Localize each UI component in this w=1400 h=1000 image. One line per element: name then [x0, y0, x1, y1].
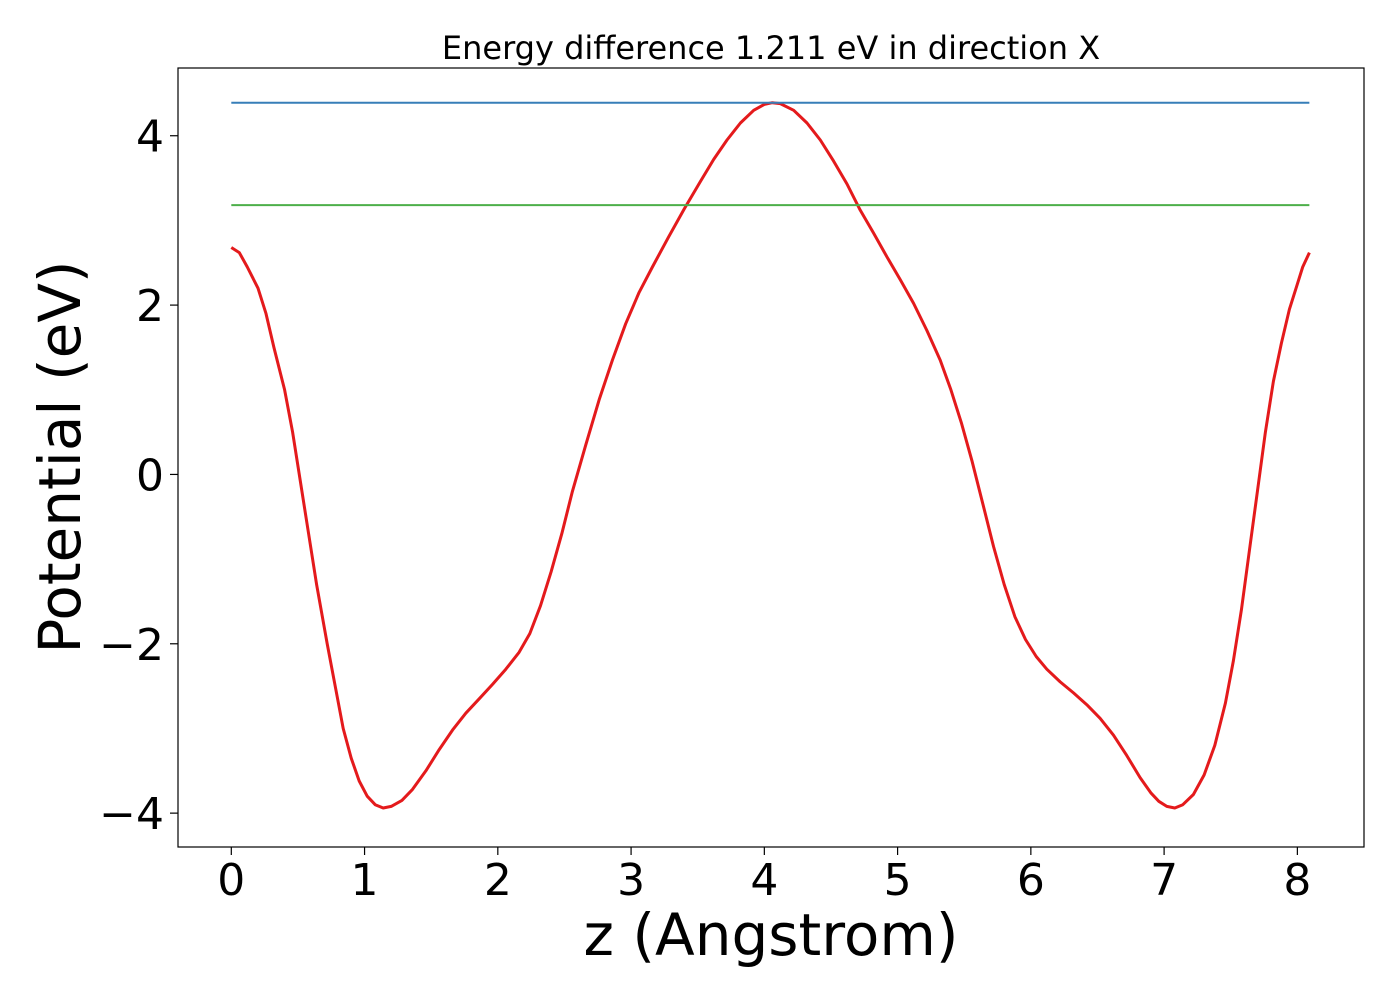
x-tick-label: 5	[884, 855, 912, 906]
y-tick-label: −2	[99, 620, 164, 671]
x-tick-label: 0	[217, 855, 245, 906]
x-tick-label: 6	[1017, 855, 1045, 906]
plot-frame	[177, 67, 1365, 848]
x-tick-label: 1	[351, 855, 379, 906]
y-axis-label: Potential (eV)	[26, 260, 94, 653]
y-tick-label: 4	[136, 112, 164, 163]
y-tick-label: 0	[136, 450, 164, 501]
y-tick-label: −4	[99, 789, 164, 840]
series-layer	[230, 101, 1311, 810]
series-line-0	[230, 101, 1311, 810]
chart-title: Energy difference 1.211 eV in direction …	[442, 29, 1100, 67]
x-tick-label: 3	[617, 855, 645, 906]
x-tick-label: 7	[1150, 855, 1178, 906]
y-axis: −4 −2 0 2 4	[99, 112, 178, 840]
x-axis: 0 1 2 3 4 5 6 7 8	[217, 847, 1311, 906]
x-tick-label: 4	[750, 855, 778, 906]
x-tick-label: 8	[1283, 855, 1311, 906]
y-tick-label: 2	[136, 281, 164, 332]
x-tick-label: 2	[484, 855, 512, 906]
x-axis-label: z (Angstrom)	[584, 901, 959, 969]
